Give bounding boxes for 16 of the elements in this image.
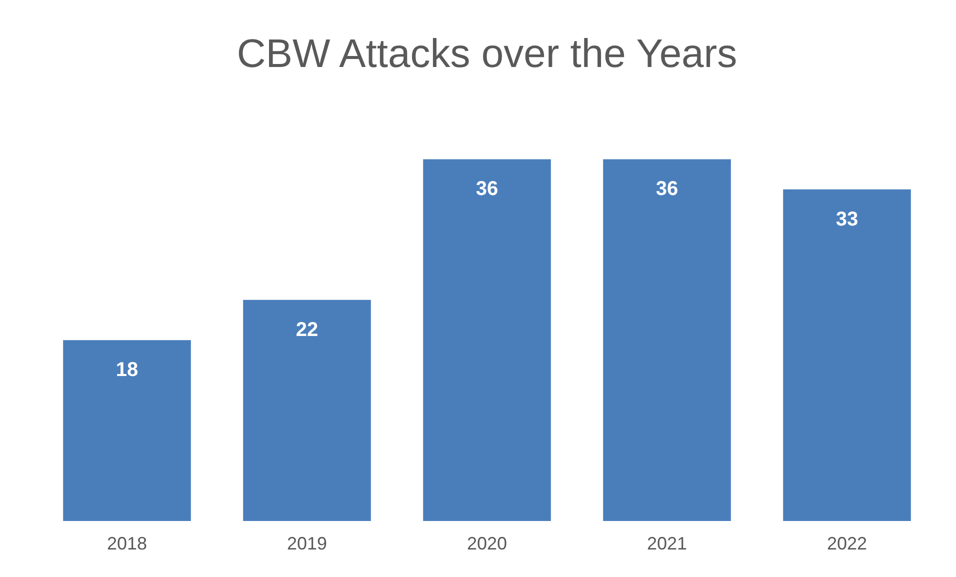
- data-label: 18: [116, 359, 138, 382]
- bar: [243, 300, 371, 521]
- chart-title: CBW Attacks over the Years: [236, 32, 738, 76]
- data-label: 33: [836, 208, 858, 230]
- bar: [63, 340, 191, 521]
- x-tick-label: 2019: [286, 534, 328, 554]
- data-label: 36: [656, 178, 678, 200]
- x-tick-label: 2022: [826, 534, 868, 554]
- x-tick-label: 2020: [466, 534, 508, 554]
- data-label: 22: [296, 318, 318, 341]
- bar: [783, 189, 911, 521]
- data-label: 36: [476, 178, 498, 200]
- bar: [603, 159, 731, 521]
- x-tick-label: 2018: [106, 534, 148, 554]
- x-tick-label: 2021: [646, 534, 688, 554]
- bar: [423, 159, 551, 521]
